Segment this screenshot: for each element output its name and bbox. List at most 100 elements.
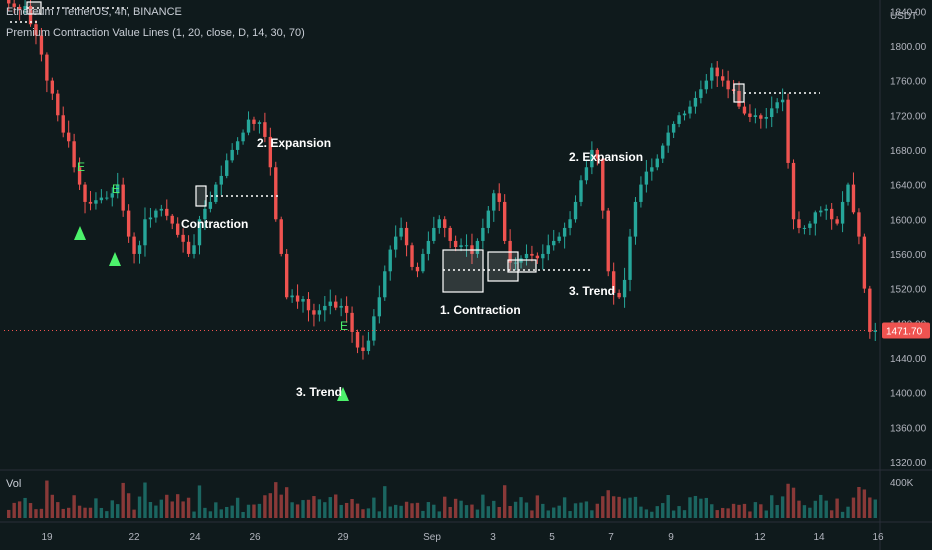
candle-body [868,288,872,332]
candle-body [88,201,93,204]
candle-body [780,99,785,103]
candle-body [17,6,22,10]
volume-bar [170,501,174,518]
candle-body [791,162,796,220]
volume-bar [552,507,556,518]
candle-body [819,210,823,213]
candle-body [257,122,262,124]
volume-bar [219,509,223,518]
volume-bar [372,497,376,518]
candle-body [377,297,382,317]
volume-bar [328,497,332,518]
candle-body [857,212,861,237]
volume-bar [791,487,796,518]
volume-bar [562,497,567,518]
volume-bar [688,497,692,518]
volume-bar [246,504,251,518]
annotation-label: 1. Contraction [440,303,521,317]
candle-body [132,236,136,254]
volume-bar [666,495,670,518]
volume-bar [77,505,82,518]
candle-body [699,89,703,98]
candle-body [165,208,169,216]
candle-body [312,310,316,315]
candle-body [595,149,600,159]
volume-bar [699,498,703,518]
contraction-box [733,83,745,103]
time-tick-label: 29 [337,532,349,543]
volume-bar [116,504,120,518]
candle-body [279,219,283,254]
candle-body [873,330,877,332]
volume-bar [644,509,649,518]
candle-body [148,217,153,220]
contraction-box [195,185,207,207]
candle-body [137,245,142,254]
candle-body [34,24,38,36]
candle-body [334,301,338,308]
candle-body [770,108,774,117]
candle-body [846,184,850,202]
candle-body [432,227,436,241]
volume-bar [775,505,779,518]
volume-bar [677,506,681,518]
volume-bar [568,511,572,518]
volume-bar [481,494,485,518]
candle-body [862,236,867,289]
price-tick-label: 1600.00 [890,215,927,226]
candle-body [355,331,360,348]
candle-body [661,145,665,159]
volume-bar [225,506,229,518]
signal-e-label: E [112,182,120,196]
price-tick-label: 1760.00 [890,77,927,88]
candle-body [579,180,583,202]
signal-e-label: E [77,160,85,174]
volume-bar [421,510,425,518]
volume-bar [393,504,398,518]
candle-body [219,175,223,185]
volume-bar [464,505,469,518]
volume-bar [546,510,550,518]
candle-body [704,80,709,90]
candle-body [116,184,120,194]
candle-body [835,219,839,224]
candle-body [208,201,213,209]
volume-bar [443,496,447,518]
volume-bar [355,503,360,518]
candle-body [530,253,534,256]
candle-body [105,197,109,199]
candle-body [372,316,376,341]
candle-body [802,227,807,229]
candle-body [241,132,245,142]
candle-body [290,295,294,298]
volume-bar [617,496,621,518]
candle-body [502,201,507,241]
volume-bar [655,506,659,518]
time-tick-label: 22 [128,532,140,543]
volume-bar [410,503,414,518]
volume-bar [628,497,632,518]
candle-body [192,245,196,254]
candle-body [764,117,768,119]
candle-body [759,115,763,119]
volume-bar [334,494,338,518]
volume-bar [203,507,207,518]
volume-bar [595,503,600,518]
volume-bar [873,499,877,518]
candle-body [284,253,289,298]
candle-body [317,310,322,315]
volume-bar [175,494,180,518]
candle-body [453,240,458,247]
volume-bar [154,505,158,518]
contraction-box [507,259,537,273]
volume-bar [557,505,561,518]
volume-bar [263,495,267,518]
candle-body [829,208,834,220]
price-tick-label: 1400.00 [890,389,927,400]
candle-body [552,240,556,246]
candle-body [639,184,643,202]
price-tick-label: 1560.00 [890,250,927,261]
candle-body [628,236,632,280]
